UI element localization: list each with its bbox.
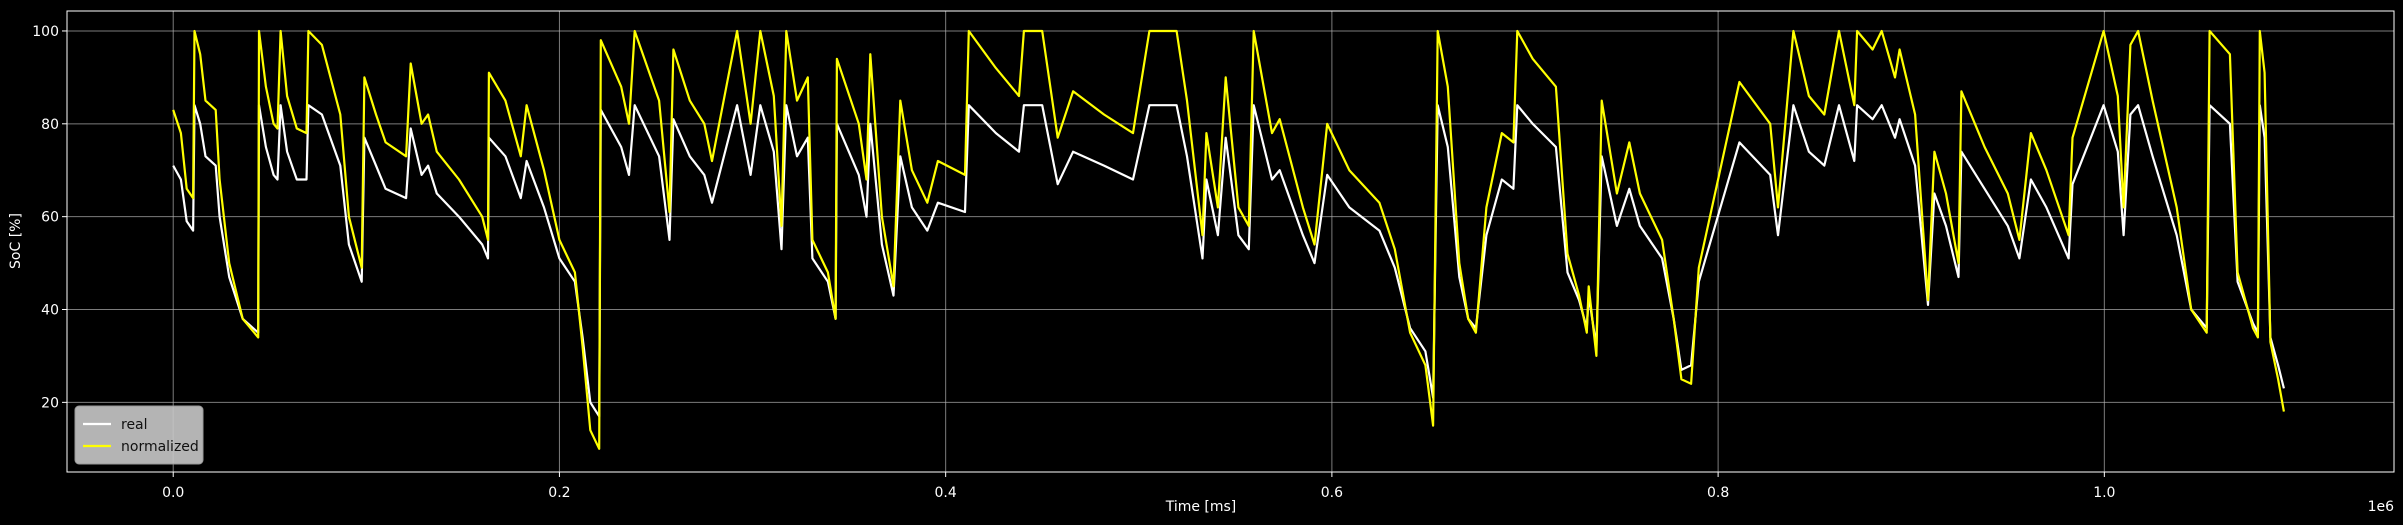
x-tick-label: 1.0 xyxy=(2093,485,2115,501)
y-tick-label: 20 xyxy=(41,395,59,411)
y-tick-label: 60 xyxy=(41,210,59,226)
x-tick-label: 0.0 xyxy=(162,485,184,501)
series-line xyxy=(172,29,2285,450)
x-tick-label: 0.2 xyxy=(548,485,570,501)
legend-label: normalized xyxy=(121,439,199,455)
legend: real normalized xyxy=(74,405,204,465)
x-offset-label: 1e6 xyxy=(2368,499,2395,515)
x-axis-label: Time [ms] xyxy=(1165,499,1237,515)
y-axis-label: SoC [%] xyxy=(8,213,24,269)
x-tick-label: 0.8 xyxy=(1707,485,1729,501)
x-tick-label: 0.6 xyxy=(1321,485,1343,501)
y-tick-label: 100 xyxy=(32,24,59,40)
axes-frame xyxy=(66,10,2395,473)
legend-box xyxy=(74,405,204,465)
y-tick-label: 80 xyxy=(41,117,59,133)
x-tick-label: 0.4 xyxy=(935,485,957,501)
legend-label: real xyxy=(121,417,148,433)
y-tick-label: 40 xyxy=(41,303,59,319)
